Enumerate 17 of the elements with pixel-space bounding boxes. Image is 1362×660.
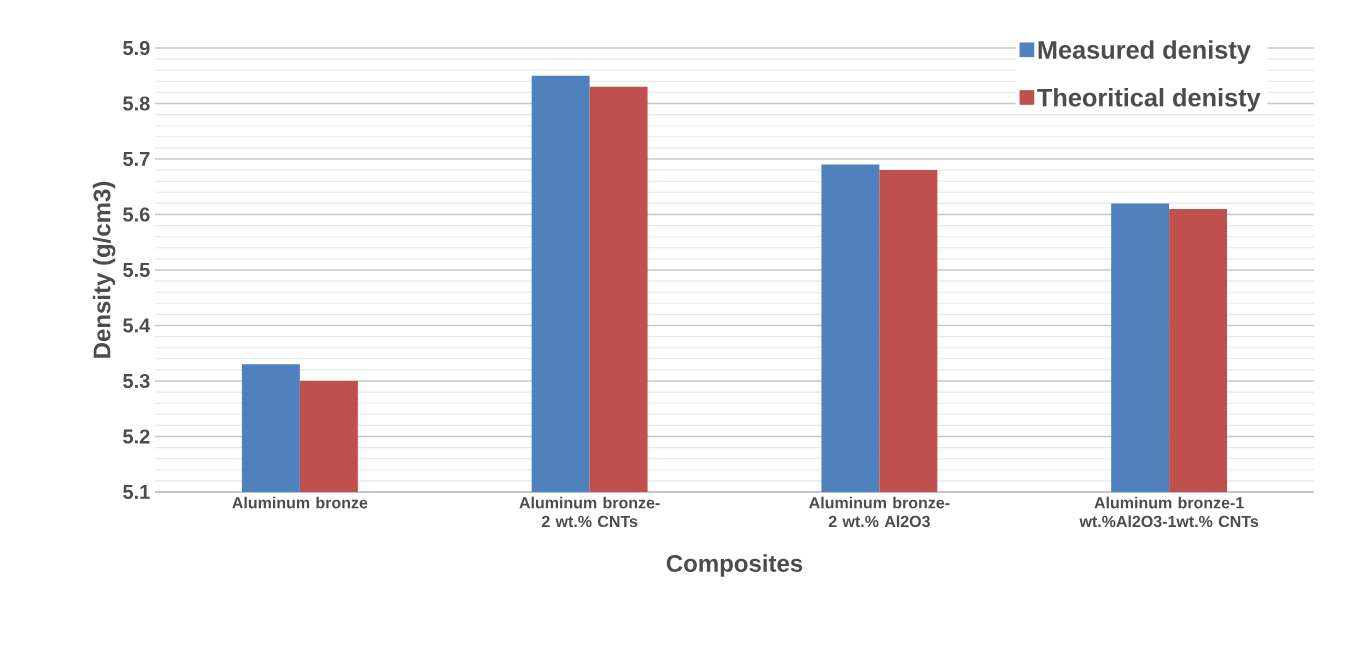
y-tick-label: 5.9 [123,40,150,56]
y-tick-label: 5.5 [123,263,150,277]
x-tick-label: Aluminum bronze-2 wt.% CNTs [519,496,660,528]
y-axis-title: Density (g/cm3) [92,181,116,358]
legend-label: Theoritical denisty [1037,87,1261,112]
y-tick-label: 5.1 [123,485,150,499]
y-tick-label: 5.7 [123,152,150,166]
x-tick-label: Aluminum bronze [232,496,368,509]
legend-label: Measured denisty [1038,40,1251,64]
y-tick-label: 5.8 [123,96,150,111]
y-tick-label: 5.6 [123,207,150,222]
x-tick-label: Aluminum bronze-1 wt.%Al2O3-1wt.% CNTs [1079,496,1259,528]
x-tick-label: Aluminum bronze-2 wt.% Al2O3 [809,496,950,528]
y-tick-label: 5.2 [123,429,150,444]
y-tick-label: 5.4 [123,318,151,333]
y-tick-label: 5.3 [123,373,150,389]
x-axis-title: Composites [666,554,803,577]
